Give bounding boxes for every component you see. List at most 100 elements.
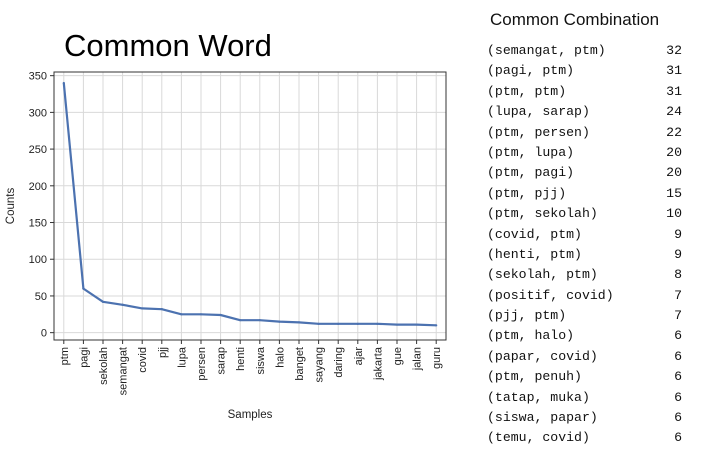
combination-row: (papar, covid) 6 <box>487 347 682 367</box>
combination-count: 6 <box>674 348 682 364</box>
x-tick-label: pjj <box>157 347 169 358</box>
combination-pair: (pagi, ptm) <box>487 63 575 79</box>
combination-count: 10 <box>666 206 682 222</box>
combination-count: 6 <box>674 369 682 385</box>
combination-row: (covid, ptm) 9 <box>487 225 682 245</box>
combination-pair: (henti, ptm) <box>487 246 582 262</box>
combination-pair: (positif, covid) <box>487 287 614 303</box>
y-tick-label: 100 <box>29 254 47 266</box>
y-axis-label: Counts <box>5 188 17 225</box>
combination-row: (ptm, pjj) 15 <box>487 184 682 204</box>
data-point <box>62 81 65 85</box>
word-frequency-chart: 0 50 100 150 200 250 300 350 ptm pagi sekolah seman… <box>5 71 447 421</box>
x-axis-label: Samples <box>228 409 273 421</box>
combination-row: (siswa, papar) 6 <box>487 408 682 428</box>
combination-count: 31 <box>666 83 682 99</box>
x-tick-label: covid <box>137 347 149 373</box>
data-point <box>337 322 340 325</box>
combination-row: (pagi, ptm) 31 <box>487 61 682 81</box>
data-point <box>239 319 242 322</box>
x-tick-label: ptm <box>59 347 71 365</box>
combination-pair: (ptm, ptm) <box>487 83 567 99</box>
combination-row: (ptm, ptm) 31 <box>487 82 682 102</box>
x-tick-label: pagi <box>78 347 90 368</box>
combination-count: 7 <box>674 308 682 324</box>
y-tick-label: 150 <box>29 218 47 230</box>
plot-frame <box>53 71 447 341</box>
combination-pair: (ptm, penuh) <box>487 369 582 385</box>
combination-count: 24 <box>666 104 682 120</box>
combination-count: 20 <box>666 144 682 160</box>
combination-pair: (tatap, muka) <box>487 389 590 405</box>
data-point <box>199 313 203 316</box>
combination-count: 6 <box>674 389 682 405</box>
combination-count: 6 <box>674 328 682 344</box>
data-point <box>219 313 222 317</box>
x-tick-label: lupa <box>176 346 188 368</box>
combination-row: (lupa, sarap) 24 <box>487 102 682 122</box>
y-tick-label: 350 <box>29 71 47 83</box>
data-point <box>141 307 144 310</box>
combination-row: (pjj, ptm) 7 <box>487 306 682 326</box>
combination-row: (sekolah, ptm) 8 <box>487 265 682 285</box>
series-line <box>62 82 437 327</box>
x-tick-label: jalan <box>412 347 424 371</box>
combination-row: (semangat, ptm) 32 <box>487 41 682 61</box>
y-tick-label: 300 <box>29 107 47 119</box>
combination-count: 6 <box>674 410 682 426</box>
combination-pair: (pjj, ptm) <box>487 308 567 324</box>
combination-pair: (covid, ptm) <box>487 226 582 242</box>
data-point <box>317 322 320 325</box>
combination-row: (tatap, muka) 6 <box>487 388 682 408</box>
x-tick-label: banget <box>294 347 306 381</box>
combination-count: 20 <box>666 165 682 181</box>
combination-pair: (siswa, papar) <box>487 410 598 426</box>
combination-pair: (ptm, pjj) <box>487 185 567 201</box>
combination-row: (ptm, lupa) 20 <box>487 143 682 163</box>
combination-count: 32 <box>666 43 682 58</box>
data-point <box>415 323 418 326</box>
combination-pair: (ptm, sekolah) <box>487 206 598 222</box>
combination-pair: (ptm, lupa) <box>487 144 575 160</box>
x-tick-label: jakarta <box>372 346 384 381</box>
combination-row: (ptm, pagi) 20 <box>487 163 682 183</box>
x-tick-label: daring <box>333 347 345 378</box>
x-tick-label: siswa <box>255 346 267 374</box>
y-tick-label: 50 <box>35 291 47 303</box>
combination-pair: (ptm, persen) <box>487 124 590 140</box>
x-tick-label: halo <box>274 347 286 368</box>
data-point <box>435 324 438 327</box>
combination-count: 22 <box>666 124 682 140</box>
combination-row: (ptm, halo) 6 <box>487 326 682 346</box>
combination-pair: (sekolah, ptm) <box>487 267 598 283</box>
y-tick-label: 200 <box>29 181 47 193</box>
combination-count: 8 <box>674 267 682 283</box>
data-point <box>356 322 359 325</box>
data-point <box>395 323 399 326</box>
data-point <box>160 308 163 311</box>
x-tick-label: sayang <box>314 347 326 382</box>
combination-pair: (semangat, ptm) <box>487 43 606 58</box>
combination-pair: (lupa, sarap) <box>487 104 590 120</box>
x-tick-label: semangat <box>118 347 130 395</box>
data-point <box>376 322 379 325</box>
y-tick-label: 0 <box>41 328 47 340</box>
data-point <box>278 320 281 323</box>
combination-pair: (papar, covid) <box>487 348 598 364</box>
combination-pair: (ptm, pagi) <box>487 165 575 181</box>
combination-pair: (temu, covid) <box>487 430 590 446</box>
combination-count: 9 <box>674 226 682 242</box>
combination-row: (henti, ptm) 9 <box>487 245 682 265</box>
x-tick-label: sarap <box>216 347 228 375</box>
combination-row: (ptm, sekolah) 10 <box>487 204 682 224</box>
combination-count: 31 <box>666 63 682 79</box>
combination-count: 6 <box>674 430 682 446</box>
combination-list: (semangat, ptm) 32 (pagi, ptm) 31 (ptm, ptm)… <box>487 41 682 449</box>
combination-count: 9 <box>674 246 682 262</box>
data-point <box>258 319 261 322</box>
data-point <box>121 303 124 306</box>
data-point <box>82 287 85 290</box>
data-point <box>297 321 301 324</box>
x-tick-label: sekolah <box>98 347 110 385</box>
x-tick-label: guru <box>431 347 443 369</box>
